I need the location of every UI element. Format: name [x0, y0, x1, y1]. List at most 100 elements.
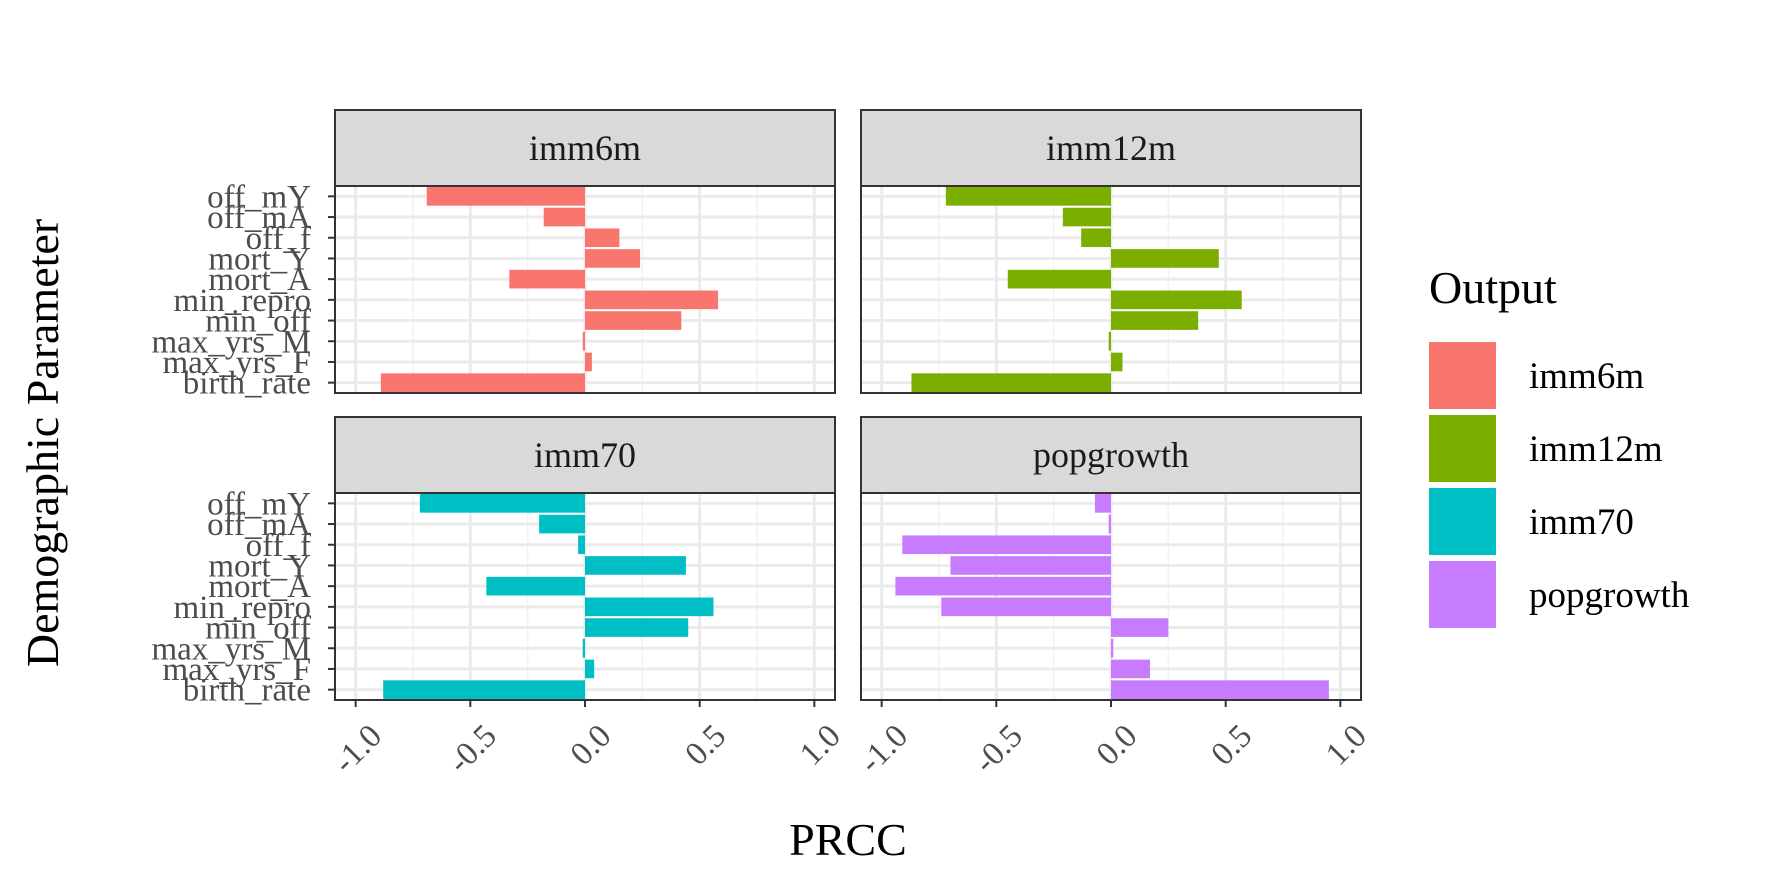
- legend-key-imm6m: [1429, 342, 1496, 409]
- legend-key-imm12m: [1429, 415, 1496, 482]
- strip-label: imm70: [534, 435, 636, 475]
- bar-imm70-mort_Y: [585, 556, 686, 575]
- bar-imm12m-off_f: [1081, 228, 1111, 248]
- strip-bg: [860, 109, 1362, 187]
- bar-popgrowth-max_yrs_F: [1111, 659, 1150, 679]
- x-tick-label: 0.5: [679, 718, 734, 773]
- bar-imm6m-birth_rate: [380, 373, 585, 392]
- bar-imm6m-max_yrs_F: [585, 352, 592, 372]
- y-tick-label: mort_A: [208, 569, 311, 605]
- bar-popgrowth-off_f: [902, 535, 1111, 555]
- bar-imm12m-mort_A: [1007, 269, 1111, 289]
- facet-panels: imm6m imm12m imm70 popgrowth: [334, 109, 1362, 701]
- legend-key-imm70: [1429, 488, 1496, 555]
- y-tick-label: off_mY: [207, 179, 311, 215]
- y-tick-label: max_yrs_M: [152, 324, 312, 360]
- bar-imm12m-max_yrs_M: [1108, 331, 1111, 351]
- y-tick-label: min_repro: [174, 283, 311, 319]
- strip-label: imm12m: [1046, 128, 1176, 168]
- x-tick-label: 0.0: [564, 718, 619, 773]
- bar-imm70-mort_A: [486, 576, 585, 596]
- bar-imm6m-min_repro: [585, 290, 719, 310]
- bar-imm6m-off_f: [585, 228, 620, 248]
- bar-imm12m-mort_Y: [1111, 249, 1219, 268]
- x-tick-labels: -1.0 -0.5 0.0 0.5 1.0 -1.0 -0.5 0.0 0.5 1.0: [327, 700, 1374, 780]
- bar-imm70-max_yrs_M: [582, 638, 585, 658]
- bar-popgrowth-min_repro: [941, 597, 1111, 617]
- facet-panel-imm70: imm70: [334, 416, 836, 701]
- strip-bg: [334, 416, 836, 494]
- y-tick-labels: off_mYoff_mAoff_fmort_Ymort_Amin_repromi…: [152, 179, 335, 709]
- strip-bg: [860, 416, 1362, 494]
- bar-imm6m-mort_A: [509, 269, 585, 289]
- legend-label-imm70: imm70: [1529, 502, 1634, 543]
- bar-imm70-birth_rate: [383, 680, 585, 699]
- legend-label-imm6m: imm6m: [1529, 356, 1644, 397]
- y-tick-label: mort_A: [208, 262, 311, 298]
- bar-imm70-min_repro: [585, 597, 714, 617]
- x-tick-label: 1.0: [793, 718, 848, 773]
- y-tick-label: off_mY: [207, 486, 311, 522]
- x-tick-label: 1.0: [1319, 718, 1374, 773]
- bar-popgrowth-birth_rate: [1111, 680, 1329, 699]
- bar-imm12m-off_mA: [1062, 207, 1111, 227]
- y-tick-label: off_f: [246, 528, 311, 564]
- bar-imm70-off_f: [578, 535, 585, 555]
- y-tick-label: mort_Y: [208, 241, 311, 277]
- y-tick-label: min_off: [205, 611, 311, 647]
- y-tick-label: off_mA: [207, 507, 311, 543]
- x-tick-label: -0.5: [441, 718, 503, 780]
- bar-imm12m-min_repro: [1111, 290, 1242, 310]
- legend-label-imm12m: imm12m: [1529, 429, 1663, 470]
- x-tick-label: -0.5: [967, 718, 1029, 780]
- x-axis-title: PRCC: [789, 814, 907, 865]
- bar-imm6m-max_yrs_M: [582, 331, 585, 351]
- y-tick-label: birth_rate: [183, 673, 311, 709]
- y-tick-label: max_yrs_M: [152, 631, 312, 667]
- x-tick-label: -1.0: [327, 718, 389, 780]
- bar-imm70-off_mA: [539, 514, 585, 534]
- y-tick-label: min_repro: [174, 590, 311, 626]
- y-tick-label: off_f: [246, 221, 311, 257]
- bar-popgrowth-max_yrs_M: [1111, 638, 1114, 658]
- y-axis-title: Demographic Parameter: [17, 219, 68, 667]
- strip-label: popgrowth: [1033, 435, 1189, 475]
- bar-popgrowth-mort_Y: [950, 556, 1111, 575]
- bar-popgrowth-off_mY: [1094, 494, 1111, 513]
- facet-panel-imm12m: imm12m: [860, 109, 1362, 394]
- x-tick-label: 0.0: [1090, 718, 1145, 773]
- bar-imm12m-off_mY: [945, 187, 1111, 206]
- bar-imm6m-off_mA: [543, 207, 585, 227]
- bar-imm12m-min_off: [1111, 311, 1199, 330]
- bar-popgrowth-off_mA: [1108, 514, 1111, 534]
- y-tick-label: mort_Y: [208, 548, 311, 584]
- legend-key-popgrowth: [1429, 561, 1496, 628]
- x-tick-label: 0.5: [1205, 718, 1260, 773]
- x-tick-label: -1.0: [853, 718, 915, 780]
- y-tick-label: max_yrs_F: [163, 652, 312, 688]
- bar-imm6m-off_mY: [426, 187, 585, 206]
- bar-popgrowth-min_off: [1111, 618, 1169, 637]
- strip-bg: [334, 109, 836, 187]
- bar-imm12m-birth_rate: [911, 373, 1111, 392]
- bar-imm70-min_off: [585, 618, 689, 637]
- bar-imm6m-mort_Y: [585, 249, 641, 268]
- legend-title: Output: [1429, 262, 1557, 313]
- panel-border: [334, 185, 836, 394]
- bar-imm70-max_yrs_F: [585, 659, 595, 679]
- legend: Output imm6m imm12m imm70 popgrowth: [1429, 262, 1690, 628]
- strip-label: imm6m: [529, 128, 641, 168]
- bar-imm12m-max_yrs_F: [1111, 352, 1123, 372]
- y-tick-label: max_yrs_F: [163, 345, 312, 381]
- legend-label-popgrowth: popgrowth: [1529, 575, 1690, 616]
- panel-border: [860, 185, 1362, 394]
- bar-imm6m-min_off: [585, 311, 682, 330]
- y-tick-label: min_off: [205, 304, 311, 340]
- y-tick-label: off_mA: [207, 200, 311, 236]
- bar-imm70-off_mY: [419, 494, 585, 513]
- bar-popgrowth-mort_A: [895, 576, 1111, 596]
- y-tick-label: birth_rate: [183, 366, 311, 402]
- facet-panel-popgrowth: popgrowth: [860, 416, 1362, 701]
- facet-panel-imm6m: imm6m: [334, 109, 836, 394]
